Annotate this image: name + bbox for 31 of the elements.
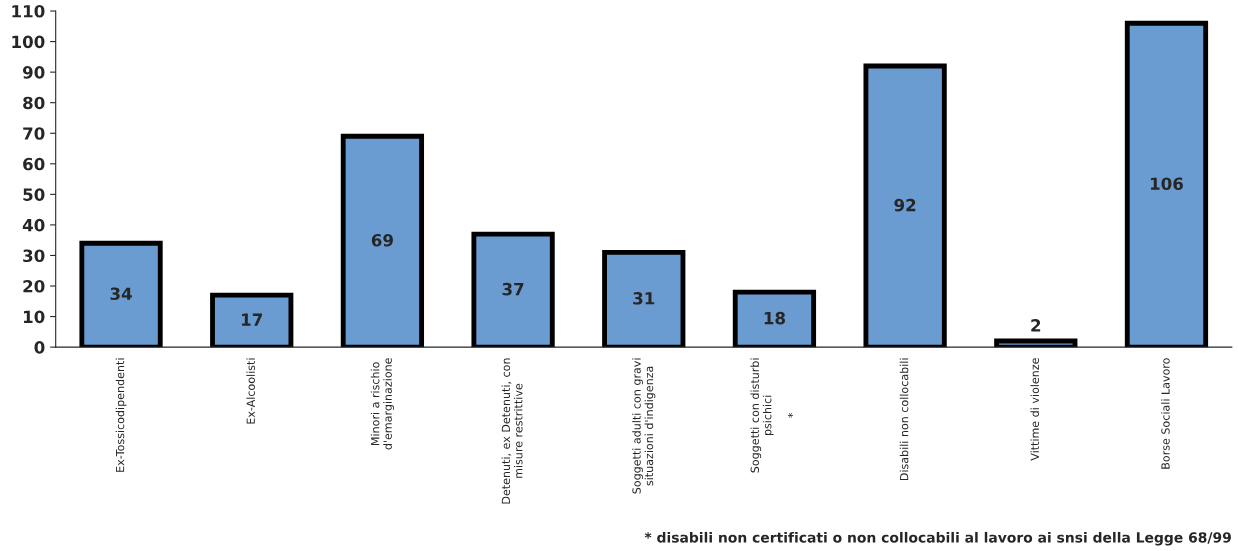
x-tick-label: Detenuti, ex Detenuti, con misure restrittive xyxy=(501,358,523,504)
y-tick-label: 80 xyxy=(23,96,45,110)
y-tick-label: 10 xyxy=(23,310,45,324)
y-tick-label: 30 xyxy=(23,249,45,263)
data-label: 2 xyxy=(1031,319,1041,332)
y-tick-label: 20 xyxy=(23,279,45,293)
y-tick-label: 50 xyxy=(23,188,45,201)
data-label: 92 xyxy=(894,198,916,212)
x-tick-label: Ex-Alcoolisti xyxy=(246,358,255,424)
data-label: 17 xyxy=(242,313,262,326)
data-label: 31 xyxy=(633,292,655,305)
y-tick-label: 60 xyxy=(23,157,45,171)
data-label: 37 xyxy=(502,282,524,296)
x-tick-label: Vittime di violenze xyxy=(1030,358,1040,461)
y-tick-label: 100 xyxy=(12,35,45,49)
y-tick-label: 0 xyxy=(34,341,45,354)
data-label: 106 xyxy=(1150,177,1183,191)
x-tick-label: Disabili non collocabili xyxy=(899,358,909,481)
y-tick-label: 90 xyxy=(22,66,45,79)
y-tick-label: 110 xyxy=(12,4,45,18)
data-label: 18 xyxy=(764,311,785,325)
x-tick-label: Borse Sociali Lavoro xyxy=(1161,358,1170,469)
x-tick-label: Ex-Tossicodipendenti xyxy=(115,358,127,472)
x-tick-label: Soggetti adulti con gravi situazioni d'indigenza xyxy=(632,358,656,494)
text: * disabili non certificati o non collocabili al lavoro ai snsi della Legge 68/99 xyxy=(644,531,1231,546)
data-label: 34 xyxy=(110,287,132,301)
x-tick-label: Minori a rischio d'emarginazione xyxy=(370,358,394,450)
y-tick-label: 70 xyxy=(23,127,45,140)
data-label: 69 xyxy=(371,233,393,247)
category-label: Soggetti con disturbi psichici * xyxy=(750,358,793,473)
y-tick-label: 40 xyxy=(22,218,45,232)
